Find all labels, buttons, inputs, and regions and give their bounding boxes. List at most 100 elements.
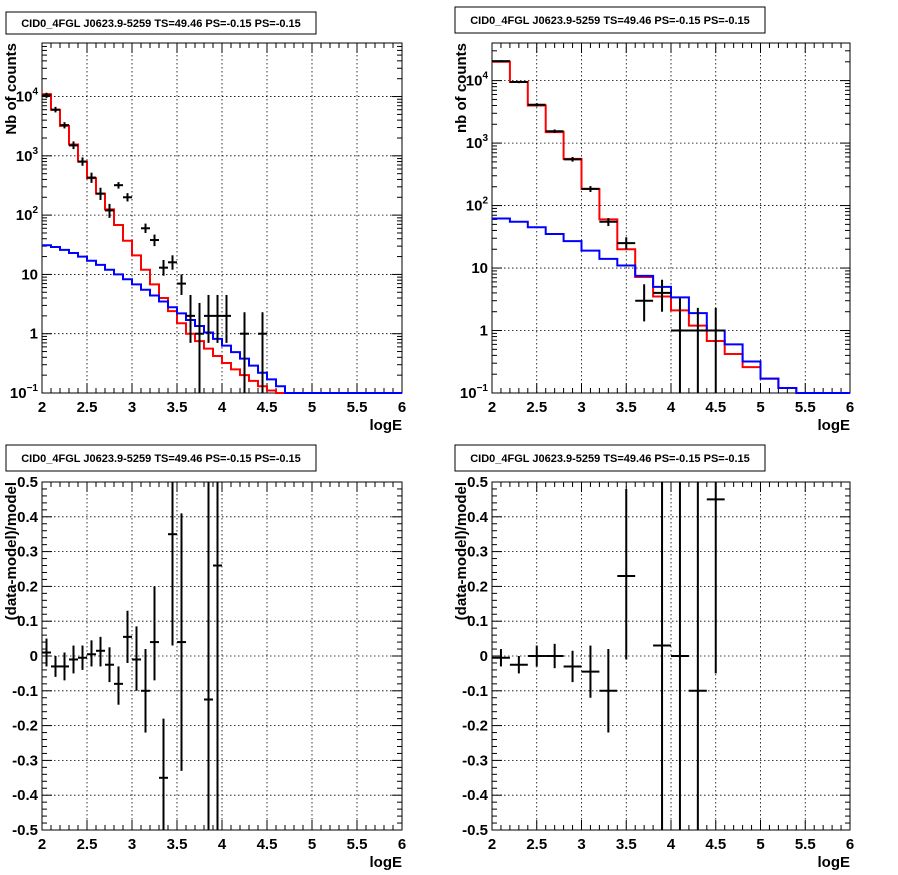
grid — [42, 482, 402, 830]
y-tick-exponent: 4 — [32, 87, 38, 98]
y-tick-mantissa: 10 — [471, 260, 488, 277]
x-tick-label: 4.5 — [705, 399, 726, 416]
data-point — [706, 482, 725, 674]
data-point — [168, 255, 177, 270]
x-tick-label: 6 — [398, 399, 406, 416]
chart-panel-1: CID0_4FGL J0623.9-5259 TS=49.46 PS=-0.15… — [3, 11, 406, 434]
data-point — [186, 294, 195, 343]
x-ticks — [491, 43, 851, 393]
y-tick-exponent: −1 — [477, 383, 489, 394]
data-point — [114, 666, 123, 705]
x-ticks — [491, 482, 851, 830]
title-box — [454, 6, 766, 34]
data-point — [78, 645, 87, 670]
y-tick-exponent: 3 — [482, 133, 488, 144]
y-tick-mantissa: 1 — [30, 326, 38, 343]
y-tick-label: 0 — [480, 648, 488, 665]
y-tick-label: 0.3 — [17, 544, 38, 561]
y-tick-mantissa: 10 — [466, 73, 483, 90]
y-tick-label: -0.1 — [12, 683, 38, 700]
x-tick-label: 2 — [38, 399, 46, 416]
y-tick-mantissa: 10 — [10, 385, 27, 402]
x-tick-label: 3 — [128, 399, 136, 416]
y-tick-label: 0.1 — [17, 613, 38, 630]
y-axis-label: Nb of counts — [3, 43, 20, 135]
x-tick-label: 2.5 — [526, 836, 547, 853]
data-point — [671, 482, 689, 830]
data-point — [105, 203, 114, 218]
y-tick-label: 0.4 — [467, 509, 489, 526]
data-point — [599, 649, 618, 733]
x-axis-label: logE — [370, 417, 403, 434]
x-tick-label: 3.5 — [167, 399, 188, 416]
x-tick-label: 2 — [488, 399, 496, 416]
x-tick-label: 4 — [218, 836, 227, 853]
y-tick-mantissa: 10 — [16, 89, 33, 106]
y-tick-mantissa: 10 — [460, 385, 477, 402]
y-tick-exponent: 4 — [482, 71, 488, 82]
data-point — [141, 223, 150, 233]
x-tick-label: 5 — [308, 836, 316, 853]
data-point — [706, 307, 725, 393]
y-tick-mantissa: 10 — [21, 266, 38, 283]
data-point — [653, 482, 671, 830]
data-point — [195, 302, 204, 393]
y-tick-label: 102 — [16, 205, 39, 224]
data-point — [258, 312, 267, 393]
x-tick-label: 5.5 — [347, 399, 368, 416]
data-point — [581, 186, 600, 192]
x-tick-label: 4.5 — [257, 836, 278, 853]
data-point — [599, 218, 618, 227]
data-point — [42, 92, 51, 98]
chart-title: CID0_4FGL J0623.9-5259 TS=49.46 PS=-0.15… — [21, 453, 301, 465]
x-tick-label: 2 — [488, 836, 496, 853]
x-tick-label: 3.5 — [616, 836, 637, 853]
data-point — [213, 294, 222, 343]
y-axis-label: (data-model)/model — [453, 482, 470, 620]
y-tick-label: 1 — [480, 323, 488, 340]
data-point — [204, 294, 213, 343]
y-tick-label: 102 — [466, 196, 489, 215]
y-tick-label: 104 — [16, 87, 39, 106]
x-tick-label: 3.5 — [167, 836, 188, 853]
y-tick-label: 103 — [466, 133, 489, 152]
data-point — [509, 656, 528, 674]
data-point — [204, 482, 213, 830]
x-tick-label: 5.5 — [347, 836, 368, 853]
data-point — [78, 157, 87, 166]
data-point — [688, 482, 707, 830]
plot-data — [42, 482, 222, 830]
y-tick-label: -0.3 — [12, 752, 38, 769]
x-ticks — [41, 482, 403, 830]
x-tick-label: 2.5 — [77, 836, 98, 853]
chart-panel-2: CID0_4FGL J0623.9-5259 TS=49.46 PS=-0.15… — [453, 6, 854, 434]
data-point — [177, 274, 186, 295]
x-tick-label: 3 — [577, 836, 585, 853]
x-tick-label: 4.5 — [257, 399, 278, 416]
y-tick-label: 0.2 — [467, 578, 488, 595]
data-point — [168, 482, 177, 646]
x-tick-label: 4 — [667, 399, 676, 416]
x-tick-label: 2 — [38, 836, 46, 853]
x-tick-label: 5.5 — [795, 836, 816, 853]
x-tick-label: 4 — [218, 399, 227, 416]
x-tick-label: 2.5 — [77, 399, 98, 416]
data-point — [51, 106, 60, 113]
data-point — [240, 312, 249, 393]
y-tick-label: -0.2 — [12, 718, 38, 735]
x-tick-label: 5 — [756, 399, 764, 416]
y-tick-label: 0.4 — [17, 509, 39, 526]
y-tick-label: 1 — [30, 326, 38, 343]
y-tick-label: -0.4 — [12, 787, 39, 804]
x-tick-label: 3.5 — [616, 399, 637, 416]
data-point — [671, 298, 689, 393]
y-tick-mantissa: 10 — [16, 148, 33, 165]
data-point — [150, 234, 159, 247]
y-tick-exponent: 3 — [32, 146, 38, 157]
data-point — [617, 237, 636, 250]
y-tick-exponent: 2 — [32, 205, 38, 216]
y-tick-label: 0.1 — [467, 613, 488, 630]
data-point — [213, 482, 222, 830]
y-tick-label: 10 — [21, 266, 38, 283]
y-tick-exponent: 2 — [482, 196, 488, 207]
